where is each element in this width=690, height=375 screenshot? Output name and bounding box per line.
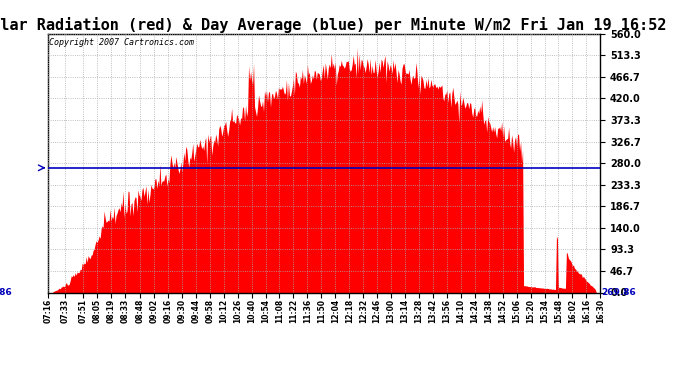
Text: Copyright 2007 Cartronics.com: Copyright 2007 Cartronics.com (50, 38, 195, 46)
Text: 269.86: 269.86 (602, 288, 636, 297)
Title: Solar Radiation (red) & Day Average (blue) per Minute W/m2 Fri Jan 19 16:52: Solar Radiation (red) & Day Average (blu… (0, 16, 667, 33)
Text: 269.86: 269.86 (0, 288, 12, 297)
